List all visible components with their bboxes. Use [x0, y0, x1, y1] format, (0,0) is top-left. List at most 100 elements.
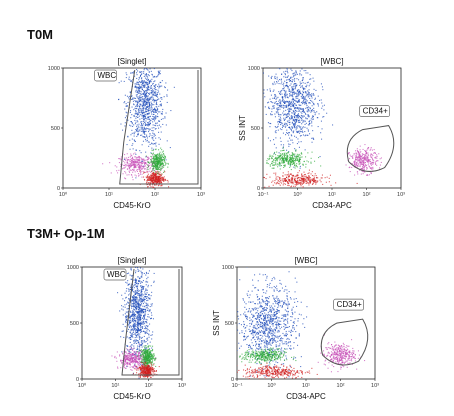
event-dot [292, 92, 294, 94]
event-dot [149, 168, 151, 170]
event-dot [134, 337, 136, 339]
event-dot [285, 109, 287, 111]
event-dot [290, 90, 292, 92]
event-dot [297, 117, 299, 119]
event-dot [279, 184, 281, 186]
event-dot [143, 172, 145, 174]
event-dot [150, 85, 152, 87]
event-dot [298, 119, 300, 121]
event-dot [136, 301, 138, 303]
event-dot [161, 156, 163, 158]
event-dot [158, 131, 160, 133]
event-dot [297, 101, 299, 103]
event-dot [125, 351, 127, 353]
event-dot [296, 143, 298, 145]
event-dot [138, 125, 140, 127]
event-dot [271, 114, 273, 116]
event-dot [321, 102, 323, 104]
event-dot [149, 107, 151, 109]
event-dot [295, 180, 297, 182]
event-dot [146, 139, 148, 141]
event-dot [161, 159, 163, 161]
event-dot [159, 151, 161, 153]
event-dot [128, 288, 130, 290]
event-dot [282, 160, 284, 162]
event-dot [147, 95, 149, 97]
event-dot [133, 115, 135, 117]
event-dot [138, 113, 140, 115]
event-dot [136, 88, 138, 90]
event-dot [133, 356, 135, 358]
event-dot [142, 327, 144, 329]
event-dot [274, 113, 276, 115]
y-tick-label: 0 [257, 186, 260, 192]
event-dot [148, 178, 150, 180]
event-dot [273, 159, 275, 161]
event-dot [141, 296, 143, 298]
event-dot [129, 283, 131, 285]
event-dot [137, 304, 139, 306]
event-dot [143, 103, 145, 105]
event-dot [158, 83, 160, 85]
event-dot [135, 306, 137, 308]
event-dot [164, 66, 165, 67]
event-dot [139, 322, 141, 324]
event-dot [147, 329, 149, 331]
event-dot [123, 361, 125, 363]
event-dot [157, 125, 159, 127]
event-dot [132, 361, 134, 363]
event-dot [289, 166, 291, 168]
event-dot [304, 126, 306, 128]
event-dot [133, 291, 135, 293]
event-dot [145, 318, 147, 320]
event-dot [298, 153, 300, 155]
event-dot [289, 158, 291, 160]
event-dot [154, 118, 156, 120]
event-dot [150, 120, 152, 122]
event-dot [138, 115, 140, 117]
event-dot [125, 311, 127, 313]
event-dot [134, 361, 136, 363]
event-dot [133, 345, 135, 347]
event-dot [128, 325, 130, 327]
event-dot [132, 300, 134, 302]
event-dot [141, 124, 143, 126]
event-dot [155, 122, 157, 124]
event-dot [140, 293, 142, 295]
event-dot [299, 160, 301, 162]
event-dot [142, 359, 144, 361]
event-dot [142, 298, 144, 300]
event-dot [150, 108, 152, 110]
event-dot [136, 74, 138, 76]
event-dot [152, 175, 154, 177]
event-dot [129, 352, 131, 354]
event-dot [314, 98, 316, 100]
event-dot [132, 329, 134, 331]
event-dot [279, 177, 281, 179]
event-dot [358, 160, 360, 162]
event-dot [284, 180, 286, 182]
event-dot [127, 357, 129, 359]
event-dot [142, 288, 144, 290]
event-dot [128, 349, 130, 351]
event-dot [160, 163, 162, 165]
event-dot [139, 106, 141, 108]
event-dot [157, 172, 159, 174]
event-dot [135, 163, 137, 165]
event-dot [280, 105, 282, 107]
event-dot [283, 107, 285, 109]
event-dot [144, 164, 146, 166]
event-dot [326, 112, 328, 114]
event-dot [128, 97, 130, 99]
gate-outline [346, 125, 395, 172]
event-dot [145, 73, 147, 75]
event-dot [159, 168, 161, 170]
event-dot [317, 105, 319, 107]
event-dot [150, 155, 152, 157]
event-dot [158, 156, 160, 158]
event-dot [143, 115, 145, 117]
event-dot [140, 292, 142, 294]
event-dot [286, 120, 288, 122]
event-dot [126, 174, 128, 176]
event-dot [125, 321, 127, 323]
